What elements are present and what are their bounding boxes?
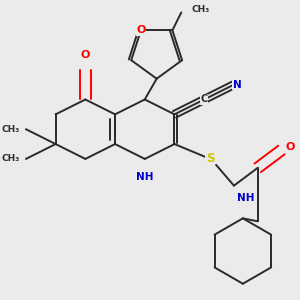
Text: NH: NH (237, 193, 255, 202)
Text: CH₃: CH₃ (2, 154, 20, 164)
Text: C: C (201, 94, 208, 104)
Text: NH: NH (136, 172, 154, 182)
Text: O: O (286, 142, 295, 152)
Text: S: S (206, 152, 214, 165)
Text: N: N (232, 80, 241, 90)
Text: CH₃: CH₃ (2, 125, 20, 134)
Text: O: O (81, 50, 90, 60)
Text: O: O (136, 25, 146, 35)
Text: CH₃: CH₃ (192, 5, 210, 14)
